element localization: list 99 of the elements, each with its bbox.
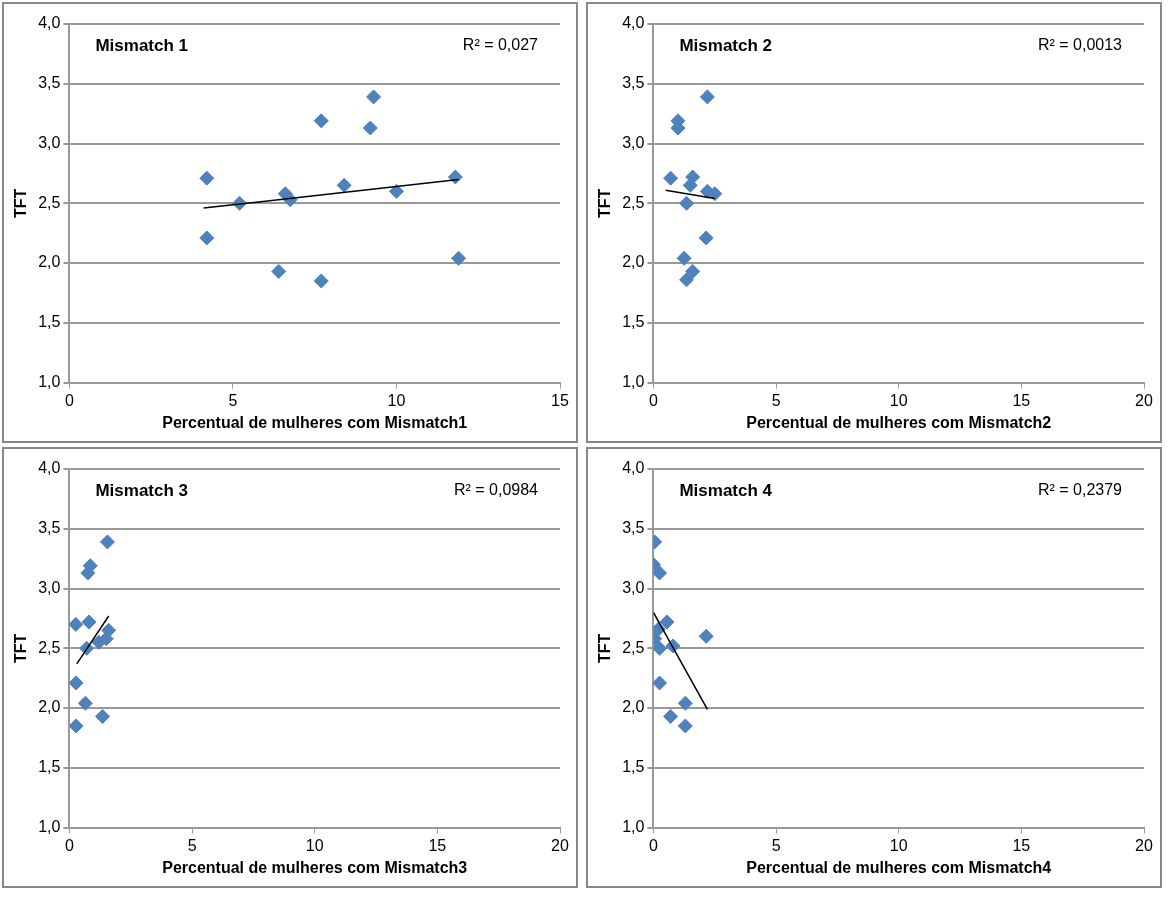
- point: [99, 534, 115, 550]
- x-axis-title: Percentual de mulheres com Mismatch3: [162, 858, 468, 876]
- y-tick-label: 3,5: [38, 74, 61, 92]
- y-tick-label: 1,0: [38, 373, 61, 391]
- point: [69, 675, 84, 691]
- x-tick-label: 15: [1012, 836, 1031, 854]
- point: [199, 170, 215, 186]
- y-tick-label: 4,0: [38, 459, 61, 477]
- x-tick-label: 10: [305, 836, 324, 854]
- y-tick-label: 1,5: [622, 758, 645, 776]
- annotation: R² = 0,0984: [453, 481, 539, 499]
- y-tick-label: 3,5: [622, 74, 645, 92]
- point: [362, 120, 378, 136]
- x-tick-label: 0: [648, 836, 658, 854]
- point: [69, 718, 84, 734]
- x-tick-label: 20: [1135, 391, 1153, 409]
- y-tick-label: 2,5: [622, 638, 645, 656]
- y-tick-label: 1,5: [38, 758, 61, 776]
- point: [366, 89, 382, 105]
- y-tick-label: 1,5: [622, 313, 645, 331]
- point: [81, 614, 97, 630]
- point: [685, 263, 701, 279]
- point: [91, 634, 107, 650]
- y-tick-label: 3,5: [38, 519, 61, 537]
- point: [679, 272, 695, 288]
- point: [663, 170, 679, 186]
- y-tick-label: 4,0: [622, 14, 645, 32]
- point: [677, 718, 693, 734]
- point: [682, 177, 698, 193]
- x-axis-title: Percentual de mulheres com Mismatch1: [162, 413, 468, 431]
- x-tick-label: 20: [1135, 836, 1153, 854]
- y-tick-label: 3,0: [622, 133, 645, 151]
- point: [653, 621, 666, 637]
- point: [95, 708, 111, 724]
- x-tick-label: 10: [387, 391, 406, 409]
- x-tick-label: 15: [1012, 391, 1031, 409]
- y-tick-label: 2,5: [38, 193, 61, 211]
- y-tick-label: 2,0: [622, 698, 645, 716]
- y-tick-label: 2,5: [38, 638, 61, 656]
- x-tick-label: 5: [187, 836, 197, 854]
- x-tick-label: 15: [551, 391, 569, 409]
- point: [313, 273, 329, 289]
- y-tick-label: 1,5: [38, 313, 61, 331]
- point: [653, 675, 668, 691]
- annotation: R² = 0,027: [462, 36, 539, 54]
- point: [69, 616, 84, 632]
- point: [663, 708, 679, 724]
- x-tick-label: 0: [64, 391, 74, 409]
- x-tick-label: 15: [428, 836, 447, 854]
- x-tick-label: 5: [771, 391, 781, 409]
- y-tick-label: 2,5: [622, 193, 645, 211]
- x-tick-label: 10: [889, 391, 908, 409]
- text: Mismatch 1: [95, 35, 189, 55]
- point: [677, 695, 693, 711]
- y-axis-title: TFT: [596, 633, 614, 663]
- point: [653, 640, 668, 656]
- x-axis-title: Percentual de mulheres com Mismatch4: [746, 858, 1052, 876]
- point: [199, 230, 215, 246]
- point: [451, 250, 467, 266]
- point: [388, 183, 404, 199]
- text: Mismatch 3: [95, 480, 189, 500]
- point: [698, 628, 714, 644]
- y-tick-label: 3,5: [622, 519, 645, 537]
- point: [653, 565, 668, 581]
- point: [676, 250, 692, 266]
- y-tick-label: 2,0: [38, 253, 61, 271]
- y-tick-label: 2,0: [38, 698, 61, 716]
- x-tick-label: 0: [64, 836, 74, 854]
- annotation: R² = 0,2379: [1037, 481, 1123, 499]
- y-tick-label: 3,0: [38, 578, 61, 596]
- point: [707, 186, 723, 202]
- point: [679, 195, 695, 211]
- x-tick-label: 5: [771, 836, 781, 854]
- y-tick-label: 4,0: [622, 459, 645, 477]
- point: [698, 230, 714, 246]
- x-axis-title: Percentual de mulheres com Mismatch2: [746, 413, 1052, 431]
- x-tick-label: 0: [648, 391, 658, 409]
- x-tick-label: 20: [551, 836, 569, 854]
- y-tick-label: 1,0: [38, 818, 61, 836]
- x-tick-label: 5: [228, 391, 238, 409]
- annotation: R² = 0,0013: [1037, 36, 1123, 54]
- y-tick-label: 3,0: [38, 133, 61, 151]
- point: [313, 113, 329, 129]
- text: Mismatch 2: [679, 35, 773, 55]
- y-tick-label: 3,0: [622, 578, 645, 596]
- point: [659, 614, 675, 630]
- y-axis-title: TFT: [12, 633, 30, 663]
- text: Mismatch 4: [679, 480, 773, 500]
- y-tick-label: 2,0: [622, 253, 645, 271]
- x-tick-label: 10: [889, 836, 908, 854]
- y-tick-label: 4,0: [38, 14, 61, 32]
- y-axis-title: TFT: [596, 188, 614, 218]
- y-axis-title: TFT: [12, 188, 30, 218]
- point: [336, 177, 352, 193]
- point: [77, 695, 93, 711]
- y-tick-label: 1,0: [622, 373, 645, 391]
- y-tick-label: 1,0: [622, 818, 645, 836]
- point: [271, 263, 287, 279]
- point: [699, 89, 715, 105]
